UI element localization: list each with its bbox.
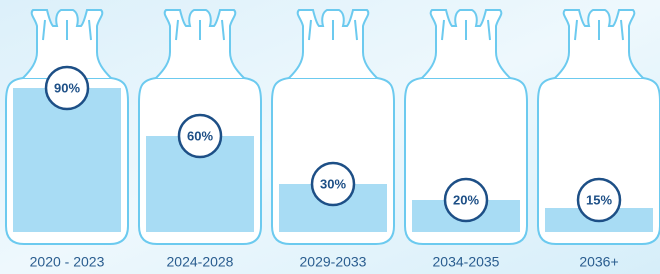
page: 90% 2020 - 2023 60% 2024-2028 30% 2029-2033 20… xyxy=(0,0,660,274)
value-label: 90% xyxy=(54,80,80,95)
chart: 90% 2020 - 2023 60% 2024-2028 30% 2029-2033 20… xyxy=(0,0,660,274)
category-label: 2034-2035 xyxy=(433,254,500,270)
category-label: 2020 - 2023 xyxy=(30,254,105,270)
value-label: 15% xyxy=(586,192,612,207)
value-label: 30% xyxy=(320,176,346,191)
value-label: 60% xyxy=(187,128,213,143)
category-label: 2036+ xyxy=(579,254,618,270)
category-label: 2029-2033 xyxy=(300,254,367,270)
category-label: 2024-2028 xyxy=(167,254,234,270)
value-label: 20% xyxy=(453,192,479,207)
